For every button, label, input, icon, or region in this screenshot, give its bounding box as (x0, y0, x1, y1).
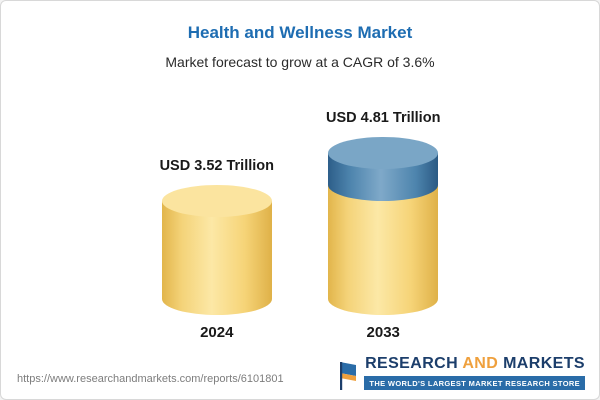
logo-tagline: THE WORLD'S LARGEST MARKET RESEARCH STOR… (364, 376, 585, 390)
chart-title: Health and Wellness Market (187, 23, 413, 42)
chart-subtitle: Market forecast to grow at a CAGR of 3.6… (165, 54, 435, 70)
logo-wordmark: RESEARCH AND MARKETS (364, 355, 585, 373)
logo-word-research: RESEARCH (365, 355, 459, 372)
cylinder-body (161, 201, 272, 315)
researchandmarkets-logo: RESEARCH AND MARKETS THE WORLD'S LARGEST… (338, 355, 585, 390)
category-label-2024: 2024 (200, 324, 234, 341)
cylinder-top (161, 185, 272, 217)
bar-2024: USD 3.52 Trillion 2024 (160, 158, 274, 341)
category-label-2033: 2033 (366, 324, 400, 341)
logo-word-and: AND (462, 355, 499, 372)
cylinder-top (328, 137, 439, 169)
bar-2033: USD 4.81 Trillion 2033 (326, 110, 440, 341)
report-url: https://www.researchandmarkets.com/repor… (17, 373, 284, 385)
bar-chart: USD 3.52 Trillion 2024 USD 4.81 Trillion… (1, 110, 599, 341)
cylinder-2033 (328, 137, 439, 315)
value-label-2033: USD 4.81 Trillion (326, 110, 441, 126)
logo-text-block: RESEARCH AND MARKETS THE WORLD'S LARGEST… (364, 355, 585, 390)
logo-mark-icon (340, 362, 357, 390)
cylinder-2024 (161, 185, 272, 315)
logo-word-markets: MARKETS (503, 355, 585, 372)
value-label-2024: USD 3.52 Trillion (159, 158, 274, 174)
